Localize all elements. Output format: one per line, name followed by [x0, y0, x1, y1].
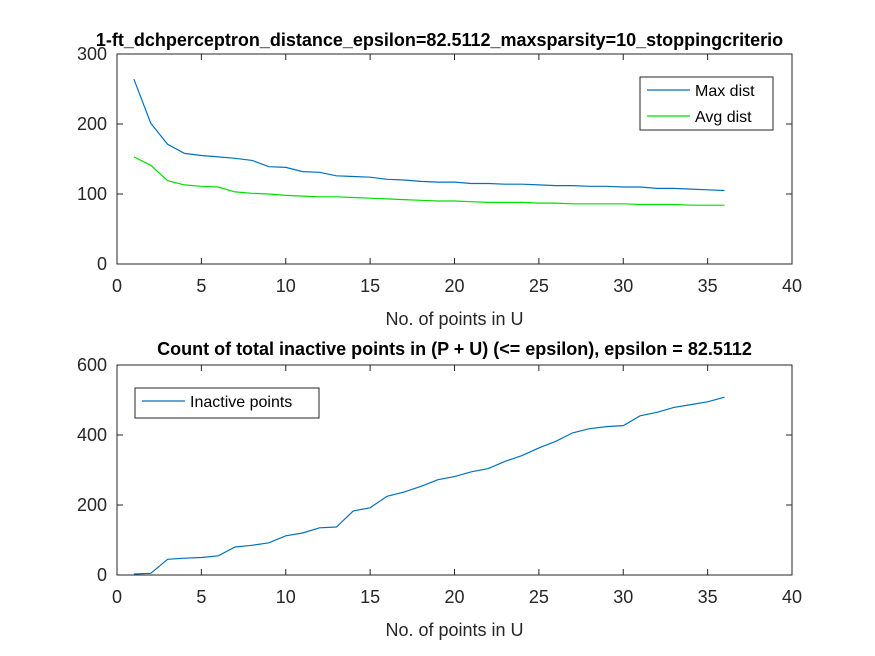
legend-box [134, 387, 320, 419]
x-tick-label: 35 [698, 276, 718, 296]
legend-label: Max dist [695, 83, 755, 100]
x-tick-label: 40 [782, 276, 802, 296]
series-line-avg-dist [133, 156, 725, 206]
y-tick-label: 400 [77, 425, 107, 445]
top-x-axis-label: No. of points in U [385, 309, 523, 329]
y-tick-label: 200 [77, 114, 107, 134]
x-tick-label: 20 [444, 587, 464, 607]
top-plot-lines [133, 78, 725, 206]
x-tick-label: 5 [196, 587, 206, 607]
x-tick-label: 0 [112, 587, 122, 607]
top-chart-title: 1-ft_dchperceptron_distance_epsilon=82.5… [96, 30, 783, 50]
y-tick-label: 100 [77, 184, 107, 204]
series-line-inactive-points [133, 396, 725, 575]
x-tick-label: 25 [529, 276, 549, 296]
x-tick-label: 25 [529, 587, 549, 607]
x-tick-label: 0 [112, 276, 122, 296]
x-tick-label: 10 [276, 587, 296, 607]
x-tick-label: 15 [360, 276, 380, 296]
y-tick-label: 0 [97, 565, 107, 585]
top-plot-ticks: 0 5 10 15 20 25 30 35 40 0 100 200 300 [77, 44, 802, 296]
y-tick-label: 200 [77, 495, 107, 515]
legend-label: Avg dist [695, 109, 752, 126]
x-tick-label: 15 [360, 587, 380, 607]
legend-label: Inactive points [190, 394, 292, 411]
y-tick-label: 600 [77, 355, 107, 375]
x-tick-label: 20 [444, 276, 464, 296]
bottom-chart-title: Count of total inactive points in (P + U… [157, 339, 752, 359]
legend-box [639, 76, 774, 131]
x-tick-label: 30 [613, 276, 633, 296]
series-line-max-dist [133, 78, 725, 192]
x-tick-label: 5 [196, 276, 206, 296]
bottom-x-axis-label: No. of points in U [385, 620, 523, 640]
y-tick-label: 300 [77, 44, 107, 64]
x-tick-label: 10 [276, 276, 296, 296]
x-tick-label: 30 [613, 587, 633, 607]
x-tick-label: 40 [782, 587, 802, 607]
bottom-legend: Inactive points [134, 387, 320, 419]
x-tick-label: 35 [698, 587, 718, 607]
top-legend: Max dist Avg dist [639, 76, 774, 131]
y-tick-label: 0 [97, 254, 107, 274]
top-plot: 0 5 10 15 20 25 30 35 40 0 100 200 300 Max dist Avg d… [77, 30, 802, 329]
bottom-plot-lines [133, 396, 725, 575]
